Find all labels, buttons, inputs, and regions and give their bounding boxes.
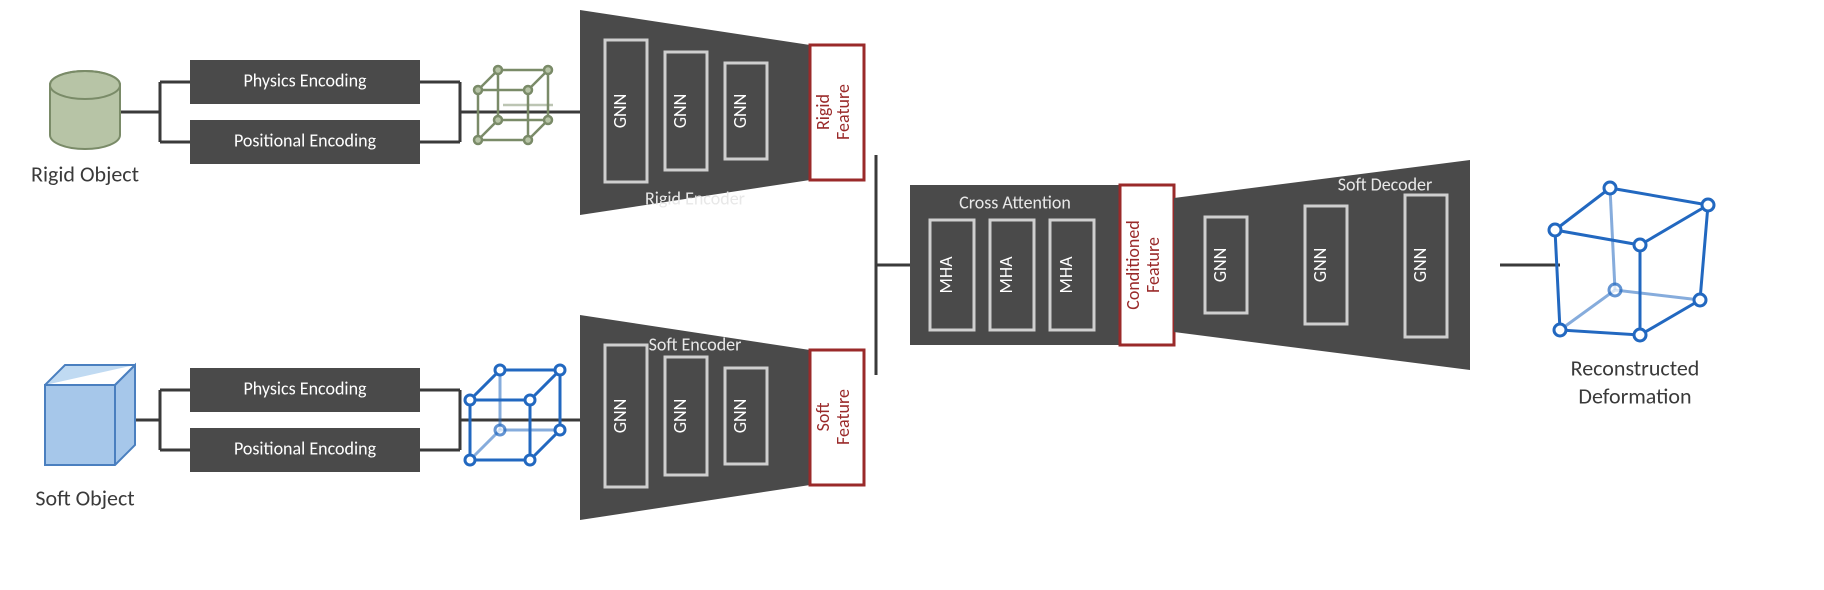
rigid-enc-l2: GNN bbox=[729, 94, 751, 129]
soft-feature-block: Soft Feature bbox=[810, 350, 864, 485]
conditioned-feature-block: Conditioned Feature bbox=[1120, 185, 1174, 345]
soft-enc-l2: GNN bbox=[729, 399, 751, 434]
rigid-enc-l1: GNN bbox=[669, 94, 691, 129]
svg-text:Conditioned: Conditioned bbox=[1122, 220, 1144, 310]
rigid-object-label: Rigid Object bbox=[31, 160, 139, 187]
soft-object-icon bbox=[45, 365, 135, 465]
soft-decoder-title: Soft Decoder bbox=[1338, 173, 1433, 195]
rigid-encoder-block: Rigid Encoder GNN GNN GNN bbox=[580, 10, 810, 215]
rigid-feature-block: Rigid Feature bbox=[810, 45, 864, 180]
soft-enc-l0: GNN bbox=[609, 399, 631, 434]
output-l1: Reconstructed bbox=[1571, 354, 1700, 381]
rigid-graph-icon bbox=[474, 66, 553, 144]
soft-graph-icon bbox=[465, 365, 565, 465]
cross-attn-title: Cross Attention bbox=[959, 191, 1071, 213]
rigid-enc-l0: GNN bbox=[609, 94, 631, 129]
rigid-encoder-title: Rigid Encoder bbox=[645, 187, 745, 209]
rigid-positional-text: Positional Encoding bbox=[234, 129, 377, 151]
output-l2: Deformation bbox=[1578, 382, 1691, 409]
soft-positional-text: Positional Encoding bbox=[234, 437, 377, 459]
dec-l1: GNN bbox=[1309, 248, 1331, 283]
soft-physics-text: Physics Encoding bbox=[243, 377, 367, 399]
soft-object-label: Soft Object bbox=[35, 484, 134, 511]
ca-l1: MHA bbox=[995, 256, 1017, 294]
rigid-object-icon bbox=[50, 71, 120, 149]
svg-text:Feature: Feature bbox=[1142, 237, 1164, 293]
svg-text:Feature: Feature bbox=[832, 84, 854, 140]
dec-l0: GNN bbox=[1209, 248, 1231, 283]
cross-attention-block: Cross Attention MHA MHA MHA bbox=[910, 185, 1120, 345]
rigid-physics-text: Physics Encoding bbox=[243, 69, 367, 91]
soft-decoder-block: Soft Decoder GNN GNN GNN bbox=[1174, 160, 1470, 370]
soft-encoder-title: Soft Encoder bbox=[649, 333, 742, 355]
reconstructed-icon bbox=[1549, 182, 1714, 341]
svg-text:Rigid: Rigid bbox=[812, 94, 834, 130]
ca-l2: MHA bbox=[1055, 256, 1077, 294]
ca-l0: MHA bbox=[935, 256, 957, 294]
svg-text:Soft: Soft bbox=[812, 403, 834, 432]
soft-enc-l1: GNN bbox=[669, 399, 691, 434]
svg-text:Feature: Feature bbox=[832, 389, 854, 445]
dec-l2: GNN bbox=[1409, 248, 1431, 283]
soft-encoder-block: Soft Encoder GNN GNN GNN bbox=[580, 315, 810, 520]
